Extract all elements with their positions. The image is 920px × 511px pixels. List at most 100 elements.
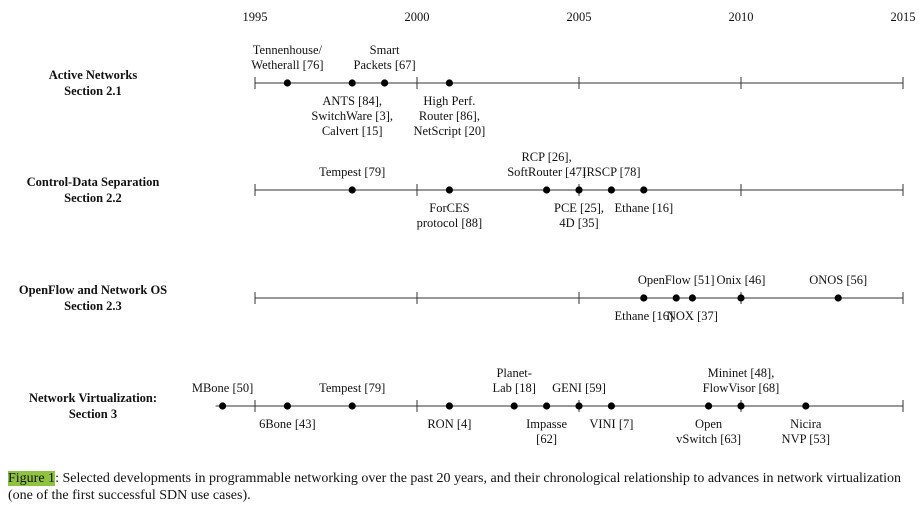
event-label: Mininet [48], FlowVisor [68] bbox=[703, 366, 780, 395]
event-label: Tennenhouse/Wetherall [76] bbox=[251, 43, 323, 72]
event-label-line: Planet- bbox=[496, 366, 531, 380]
event-label: Smart Packets [67] bbox=[354, 43, 416, 72]
row-label-line: Active Networks bbox=[49, 68, 138, 82]
event-label-line: Onix [46] bbox=[717, 273, 766, 287]
event-dot bbox=[802, 402, 810, 410]
event-dot bbox=[381, 79, 389, 87]
event-dot bbox=[348, 186, 356, 194]
event-label: Impasse [62] bbox=[526, 417, 567, 446]
event-label: NOX [37] bbox=[667, 309, 718, 323]
event-label: VINI [7] bbox=[589, 417, 633, 431]
event-dot bbox=[445, 402, 453, 410]
event-label: RCP [26], SoftRouter [47] bbox=[507, 150, 586, 179]
event-label-line: vSwitch [63] bbox=[676, 432, 741, 446]
event-label-line: RON [4] bbox=[427, 417, 471, 431]
event-dot bbox=[445, 186, 453, 194]
event-dot bbox=[737, 402, 745, 410]
row-label-line: OpenFlow and Network OS bbox=[19, 283, 167, 297]
event-label-line: ONOS [56] bbox=[809, 273, 867, 287]
year-label: 2000 bbox=[405, 10, 430, 24]
event-label-line: Tennenhouse/ bbox=[253, 43, 323, 57]
event-dot bbox=[283, 402, 291, 410]
row-label: Network Virtualization: Section 3 bbox=[29, 391, 157, 421]
event-dot bbox=[348, 402, 356, 410]
event-label-line: PCE [25], bbox=[554, 201, 604, 215]
event-label: ONOS [56] bbox=[809, 273, 867, 287]
event-dot bbox=[543, 186, 551, 194]
event-label-line: NetScript [20] bbox=[413, 124, 485, 138]
event-label-line: Tempest [79] bbox=[319, 381, 385, 395]
event-dot bbox=[575, 402, 583, 410]
event-label-line: IRSCP [78] bbox=[582, 165, 640, 179]
event-label-line: Wetherall [76] bbox=[251, 58, 323, 72]
event-label-line: Nicira bbox=[790, 417, 822, 431]
caption-label: Figure 1 bbox=[8, 471, 56, 486]
event-label-line: NVP [53] bbox=[782, 432, 831, 446]
event-dot bbox=[834, 294, 842, 302]
event-label-line: NOX [37] bbox=[667, 309, 718, 323]
event-label-line: Calvert [15] bbox=[322, 124, 383, 138]
event-label-line: Lab [18] bbox=[493, 381, 536, 395]
event-label: Tempest [79] bbox=[319, 381, 385, 395]
event-label-line: OpenFlow [51] bbox=[638, 273, 715, 287]
event-label: IRSCP [78] bbox=[582, 165, 640, 179]
event-label: PCE [25], 4D [35] bbox=[554, 201, 604, 230]
event-label: Ethane [16] bbox=[614, 201, 673, 215]
event-dot bbox=[640, 186, 648, 194]
year-label: 2005 bbox=[567, 10, 592, 24]
event-label: Tempest [79] bbox=[319, 165, 385, 179]
event-label-line: Mininet [48], bbox=[708, 366, 775, 380]
event-dot bbox=[737, 294, 745, 302]
event-dot bbox=[607, 186, 616, 194]
event-label-line: High Perf. bbox=[423, 94, 475, 108]
event-label: Nicira NVP [53] bbox=[782, 417, 831, 446]
timeline-figure: 1995 2000 2005 2010 2015 Active Networks Secti… bbox=[19, 10, 916, 446]
year-label: 2010 bbox=[729, 10, 754, 24]
event-label-line: SoftRouter [47] bbox=[507, 165, 586, 179]
row-label-line: Section 2.2 bbox=[64, 191, 122, 205]
event-label: GENI [59] bbox=[552, 381, 606, 395]
event-label-line: Impasse bbox=[526, 417, 567, 431]
event-label-line: GENI [59] bbox=[552, 381, 606, 395]
row-label: OpenFlow and Network OS Section 2.3 bbox=[19, 283, 167, 313]
event-dot bbox=[543, 402, 551, 410]
event-label-line: protocol [88] bbox=[417, 216, 483, 230]
event-dot bbox=[640, 294, 648, 302]
event-dot bbox=[607, 402, 616, 410]
event-label-line: ForCES bbox=[429, 201, 469, 215]
event-label-line: MBone [50] bbox=[192, 381, 253, 395]
event-dot bbox=[283, 79, 291, 87]
event-label: Planet-Lab [18] bbox=[493, 366, 536, 395]
event-label: Onix [46] bbox=[717, 273, 766, 287]
event-label: ANTS [84], SwitchWare [3], Calvert [15] bbox=[311, 94, 393, 138]
event-label-line: Ethane [16] bbox=[614, 309, 673, 323]
row-label-line: Section 3 bbox=[69, 407, 117, 421]
event-label: OpenFlow [51] bbox=[638, 273, 715, 287]
event-label-line: Tempest [79] bbox=[319, 165, 385, 179]
event-label-line: Open bbox=[695, 417, 723, 431]
event-dot bbox=[672, 294, 680, 302]
row-label: Active Networks Section 2.1 bbox=[49, 68, 138, 98]
event-label: Ethane [16] bbox=[614, 309, 673, 323]
event-label-line: Packets [67] bbox=[354, 58, 416, 72]
event-label: High Perf. Router [86], NetScript [20] bbox=[413, 94, 485, 138]
year-label: 2015 bbox=[891, 10, 916, 24]
event-label-line: 4D [35] bbox=[559, 216, 598, 230]
event-dot bbox=[688, 294, 697, 302]
year-label: 1995 bbox=[243, 10, 268, 24]
row-label-line: Section 2.1 bbox=[64, 84, 122, 98]
event-dot bbox=[705, 402, 713, 410]
caption-text: : Selected developments in programmable … bbox=[8, 471, 902, 503]
event-label: 6Bone [43] bbox=[259, 417, 316, 431]
event-label-line: [62] bbox=[536, 432, 557, 446]
event-dot bbox=[575, 186, 583, 194]
event-label-line: Ethane [16] bbox=[614, 201, 673, 215]
event-label-line: SwitchWare [3], bbox=[311, 109, 393, 123]
row-label-line: Section 2.3 bbox=[64, 299, 122, 313]
event-label-line: Smart bbox=[370, 43, 400, 57]
event-label-line: FlowVisor [68] bbox=[703, 381, 780, 395]
event-label-line: ANTS [84], bbox=[322, 94, 382, 108]
row-label: Control-Data Separation Section 2.2 bbox=[27, 175, 160, 205]
event-label-line: VINI [7] bbox=[589, 417, 633, 431]
